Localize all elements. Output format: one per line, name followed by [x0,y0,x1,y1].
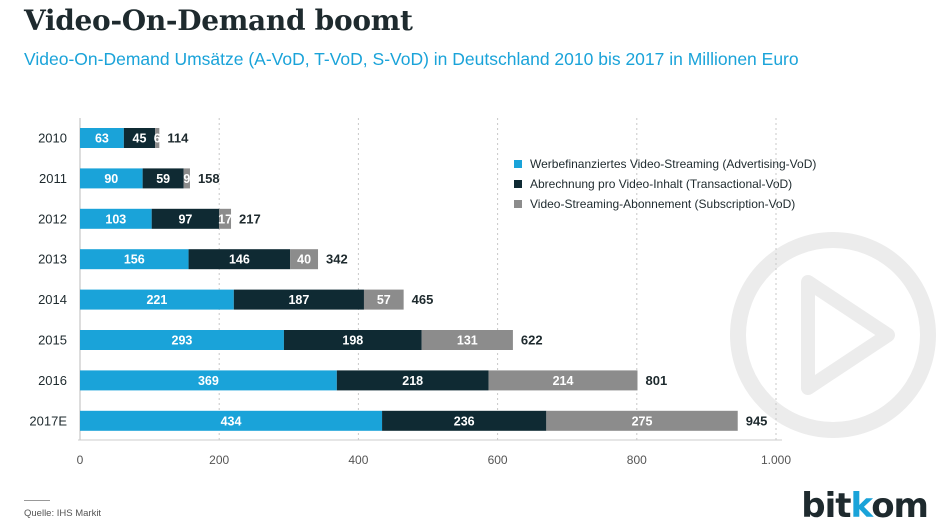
chart-title: Video-On-Demand boomt [24,4,413,37]
legend-label-svod: Video-Streaming-Abonnement (Subscription… [530,197,796,211]
bar-segment [421,330,513,350]
bar-segment [546,410,738,431]
total-label: 801 [645,373,667,388]
bar-segment [80,289,234,310]
legend-item-svod: Video-Streaming-Abonnement (Subscription… [514,194,816,214]
data-label: 221 [146,293,167,307]
data-label: 9 [183,172,190,186]
data-label: 214 [553,374,574,388]
bar-segment [336,370,489,391]
total-label: 622 [521,333,543,348]
data-label: 293 [172,334,193,348]
total-label: 342 [326,252,348,267]
bar-segment [80,330,284,350]
bar-segment [188,249,291,270]
legend-swatch-svod [514,200,522,208]
bar-segment [80,168,143,189]
data-label: 57 [377,293,391,307]
y-tick-label: 2017E [29,413,67,428]
data-label: 6 [154,132,161,146]
legend-swatch-avod [514,160,522,168]
total-label: 158 [198,171,220,186]
legend-label-tvod: Abrechnung pro Video-Inhalt (Transaction… [530,177,793,191]
chart-subtitle: Video-On-Demand Umsätze (A-VoD, T-VoD, S… [24,49,799,69]
source-note: Quelle: IHS Markit [24,508,102,519]
data-label: 97 [178,212,192,226]
legend-item-avod: Werbefinanziertes Video-Streaming (Adver… [514,154,816,174]
logo-text-main: bit [801,486,851,526]
bar-segment [283,330,422,350]
y-tick-label: 2012 [38,211,67,226]
y-tick-label: 2013 [38,252,67,267]
y-tick-label: 2015 [38,333,67,348]
data-label: 146 [229,253,250,267]
bar-segment [219,208,232,229]
bar-segment [183,168,190,189]
data-label: 187 [288,293,309,307]
bar-segment [80,249,189,270]
bitkom-logo: bitkom [801,486,929,526]
data-label: 63 [95,132,109,146]
bar-segment [488,370,638,391]
legend-label-avod: Werbefinanziertes Video-Streaming (Adver… [530,157,817,171]
data-label: 236 [454,414,475,428]
y-axis: 2010 2011 2012 2013 2014 2015 2016 2017E [29,131,67,429]
chart-legend: Werbefinanziertes Video-Streaming (Adver… [514,154,816,214]
legend-item-tvod: Abrechnung pro Video-Inhalt (Transaction… [514,174,816,194]
logo-text-rest: om [871,486,929,526]
legend-swatch-tvod [514,180,522,188]
y-tick-label: 2011 [39,171,67,186]
data-label: 90 [104,172,118,186]
x-tick-label: 1.000 [761,453,791,467]
data-label: 275 [632,414,653,428]
data-label: 40 [297,253,311,267]
x-tick-label: 800 [627,453,647,467]
bar-segment [363,289,404,310]
play-watermark-icon [730,232,936,438]
source-divider [24,500,50,501]
bar-segment [155,128,160,148]
data-label: 45 [133,132,147,146]
data-label: 59 [156,172,170,186]
y-tick-label: 2016 [38,373,67,388]
data-label: 218 [402,374,423,388]
logo-text-accent: k [850,486,873,526]
total-label: 114 [167,131,189,146]
bar-segment [382,410,547,431]
bar-segment [80,208,152,229]
total-label: 465 [412,292,434,307]
chart-bars: 63 45 6 114 90 59 9 158 103 97 17 217 156 146 40 342 221… [80,128,767,431]
total-label: 217 [239,211,261,226]
y-tick-label: 2010 [38,131,67,146]
bar-segment [151,208,220,229]
x-tick-label: 200 [209,453,229,467]
x-axis: 0 200 400 600 800 1.000 [77,453,792,467]
x-tick-label: 0 [77,453,84,467]
x-tick-label: 600 [488,453,508,467]
bar-segment [290,249,319,270]
bar-segment [142,168,184,189]
bar-segment [80,128,124,148]
y-tick-label: 2014 [38,292,67,307]
total-label: 945 [746,413,768,428]
bar-segment [80,370,337,391]
data-label: 369 [198,374,219,388]
bar-segment [123,128,156,148]
bar-segment [80,410,383,431]
data-label: 434 [221,414,242,428]
data-label: 156 [124,253,145,267]
x-tick-label: 400 [348,453,368,467]
data-label: 17 [218,212,232,226]
data-label: 103 [105,212,126,226]
data-label: 131 [457,334,478,348]
data-label: 198 [342,334,363,348]
bar-segment [233,289,364,310]
